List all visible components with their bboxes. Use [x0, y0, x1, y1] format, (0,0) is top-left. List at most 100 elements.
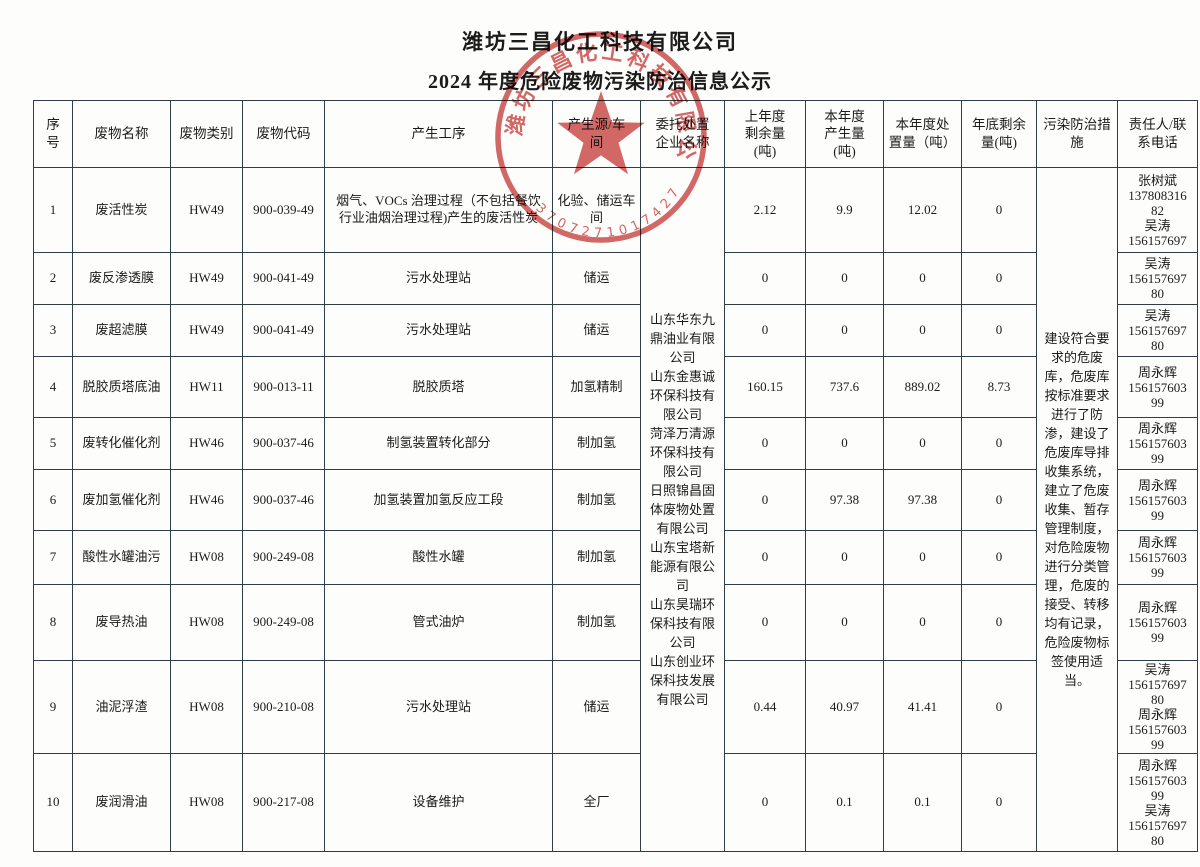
cell-waste-name: 废导热油 — [72, 584, 171, 661]
cell-waste-name: 废反渗透膜 — [72, 252, 171, 305]
entrusted-company: 山东创业环保科技发展有限公司 — [649, 654, 715, 707]
cell-contact: 周永辉 15615760399 吴涛 15615769780 — [1117, 753, 1198, 852]
cell-waste-code: 900-037-46 — [242, 469, 325, 531]
cell-process: 管式油炉 — [324, 584, 553, 661]
cell-source: 制加氢 — [552, 469, 641, 531]
cell-waste-code: 900-041-49 — [242, 252, 325, 305]
header-source: 产生源/车 间 — [552, 100, 641, 168]
cell-no: 10 — [33, 753, 73, 852]
entrusted-companies-cell: 山东华东九鼎油业有限公司 山东金惠诚环保科技有限公司 菏泽万清源环保科技有限公司 日照… — [640, 167, 725, 852]
hazardous-waste-table: 序 号废物名称 废物类别 废物代码 产生工序 产生源/车 间委托处置 企业名称 上年度 剩… — [33, 100, 1198, 852]
cell-year-disposed: 0 — [883, 417, 962, 470]
cell-contact: 周永辉 15615760399 — [1117, 584, 1198, 661]
header-prev-year-remain: 上年度 剩余量 (吨) — [724, 100, 806, 168]
header-process: 产生工序 — [324, 100, 553, 168]
cell-waste-code: 900-013-11 — [242, 356, 325, 418]
cell-process: 酸性水罐 — [324, 530, 553, 585]
header-no: 序 号 — [33, 100, 73, 168]
cell-waste-name: 酸性水罐油污 — [72, 530, 171, 585]
cell-no: 2 — [33, 252, 73, 305]
cell-source: 化验、储运车间 — [552, 167, 641, 253]
cell-waste-category: HW08 — [170, 530, 243, 585]
cell-contact: 吴涛 15615769780 周永辉 15615760399 — [1117, 660, 1198, 754]
cell-prev-year-remain: 0 — [724, 417, 806, 470]
cell-waste-code: 900-249-08 — [242, 530, 325, 585]
header-year-end-remain: 年底剩余 量(吨) — [961, 100, 1037, 168]
cell-source: 储运 — [552, 304, 641, 357]
cell-contact: 周永辉 15615760399 — [1117, 356, 1198, 418]
cell-waste-code: 900-210-08 — [242, 660, 325, 754]
cell-waste-code: 900-249-08 — [242, 584, 325, 661]
measures-cell: 建设符合要求的危废库，危废库按标准要求进行了防渗，建设了危废库导排收集系统，建立… — [1036, 167, 1118, 852]
table-row: 2 废反渗透膜 HW49 900-041-49 污水处理站 储运 0 0 0 0 吴涛 156157… — [33, 252, 1198, 305]
table-row: 7 酸性水罐油污 HW08 900-249-08 酸性水罐 制加氢 0 0 0 0 周永辉 1561… — [33, 530, 1198, 585]
table-row: 5 废转化催化剂 HW46 900-037-46 制氢装置转化部分 制加氢 0 0 0 0 周永辉 … — [33, 417, 1198, 470]
cell-process: 加氢装置加氢反应工段 — [324, 469, 553, 531]
cell-year-end-remain: 0 — [961, 660, 1037, 754]
entrusted-company: 山东宝塔新能源有限公司 — [649, 540, 715, 593]
cell-year-end-remain: 0 — [961, 530, 1037, 585]
cell-waste-category: HW49 — [170, 167, 243, 253]
entrusted-company: 菏泽万清源环保科技有限公司 — [649, 426, 715, 479]
cell-waste-name: 废转化催化剂 — [72, 417, 171, 470]
cell-prev-year-remain: 2.12 — [724, 167, 806, 253]
cell-waste-code: 900-217-08 — [242, 753, 325, 852]
header-waste-code: 废物代码 — [242, 100, 325, 168]
cell-year-disposed: 889.02 — [883, 356, 962, 418]
cell-contact: 周永辉 15615760399 — [1117, 530, 1198, 585]
header-entrusted-companies: 委托处置 企业名称 — [640, 100, 725, 168]
cell-prev-year-remain: 0 — [724, 753, 806, 852]
cell-waste-name: 废加氢催化剂 — [72, 469, 171, 531]
cell-no: 7 — [33, 530, 73, 585]
cell-prev-year-remain: 0 — [724, 304, 806, 357]
header-waste-name: 废物名称 — [72, 100, 171, 168]
cell-year-disposed: 0 — [883, 530, 962, 585]
cell-process: 污水处理站 — [324, 304, 553, 357]
cell-year-produced: 737.6 — [805, 356, 884, 418]
table-row: 10 废润滑油 HW08 900-217-08 设备维护 全厂 0 0.1 0.1 0 周永辉 15… — [33, 753, 1198, 852]
cell-year-produced: 9.9 — [805, 167, 884, 253]
cell-year-disposed: 0 — [883, 304, 962, 357]
header-year-produced: 本年度 产生量 (吨) — [805, 100, 884, 168]
cell-process: 污水处理站 — [324, 252, 553, 305]
cell-no: 5 — [33, 417, 73, 470]
cell-waste-category: HW11 — [170, 356, 243, 418]
header-year-disposed: 本年度处 置量（吨） — [883, 100, 962, 168]
cell-contact: 吴涛 15615769780 — [1117, 304, 1198, 357]
cell-year-end-remain: 0 — [961, 304, 1037, 357]
cell-waste-name: 废润滑油 — [72, 753, 171, 852]
cell-year-disposed: 12.02 — [883, 167, 962, 253]
cell-prev-year-remain: 0 — [724, 252, 806, 305]
cell-waste-category: HW08 — [170, 584, 243, 661]
cell-year-produced: 0 — [805, 417, 884, 470]
cell-waste-category: HW46 — [170, 469, 243, 531]
cell-year-produced: 0 — [805, 304, 884, 357]
cell-year-end-remain: 0 — [961, 753, 1037, 852]
cell-waste-category: HW08 — [170, 753, 243, 852]
cell-source: 制加氢 — [552, 417, 641, 470]
cell-no: 6 — [33, 469, 73, 531]
entrusted-company: 山东金惠诚环保科技有限公司 — [649, 369, 715, 422]
cell-year-produced: 40.97 — [805, 660, 884, 754]
cell-waste-code: 900-037-46 — [242, 417, 325, 470]
cell-waste-category: HW46 — [170, 417, 243, 470]
cell-year-disposed: 41.41 — [883, 660, 962, 754]
cell-waste-code: 900-039-49 — [242, 167, 325, 253]
cell-year-disposed: 0 — [883, 584, 962, 661]
cell-year-produced: 0.1 — [805, 753, 884, 852]
cell-year-produced: 0 — [805, 530, 884, 585]
cell-waste-name: 废活性炭 — [72, 167, 171, 253]
table-header-row: 序 号废物名称 废物类别 废物代码 产生工序 产生源/车 间委托处置 企业名称 上年度 剩… — [33, 100, 1198, 168]
cell-year-end-remain: 0 — [961, 417, 1037, 470]
table-row: 3 废超滤膜 HW49 900-041-49 污水处理站 储运 0 0 0 0 吴涛 1561576… — [33, 304, 1198, 357]
table-row: 6 废加氢催化剂 HW46 900-037-46 加氢装置加氢反应工段 制加氢 0 97.38… — [33, 469, 1198, 531]
cell-source: 制加氢 — [552, 584, 641, 661]
cell-waste-name: 脱胶质塔底油 — [72, 356, 171, 418]
cell-year-end-remain: 0 — [961, 167, 1037, 253]
header-measures: 污染防治措 施 — [1036, 100, 1118, 168]
cell-year-produced: 97.38 — [805, 469, 884, 531]
table-row: 1 废活性炭 HW49 900-039-49 烟气、VOCs 治理过程（不包括餐饮行业油… — [33, 167, 1198, 852]
cell-year-end-remain: 8.73 — [961, 356, 1037, 418]
table-row: 9 油泥浮渣 HW08 900-210-08 污水处理站 储运 0.44 40.97 41.41… — [33, 660, 1198, 754]
table-row: 8 废导热油 HW08 900-249-08 管式油炉 制加氢 0 0 0 0 周永辉 156157… — [33, 584, 1198, 661]
